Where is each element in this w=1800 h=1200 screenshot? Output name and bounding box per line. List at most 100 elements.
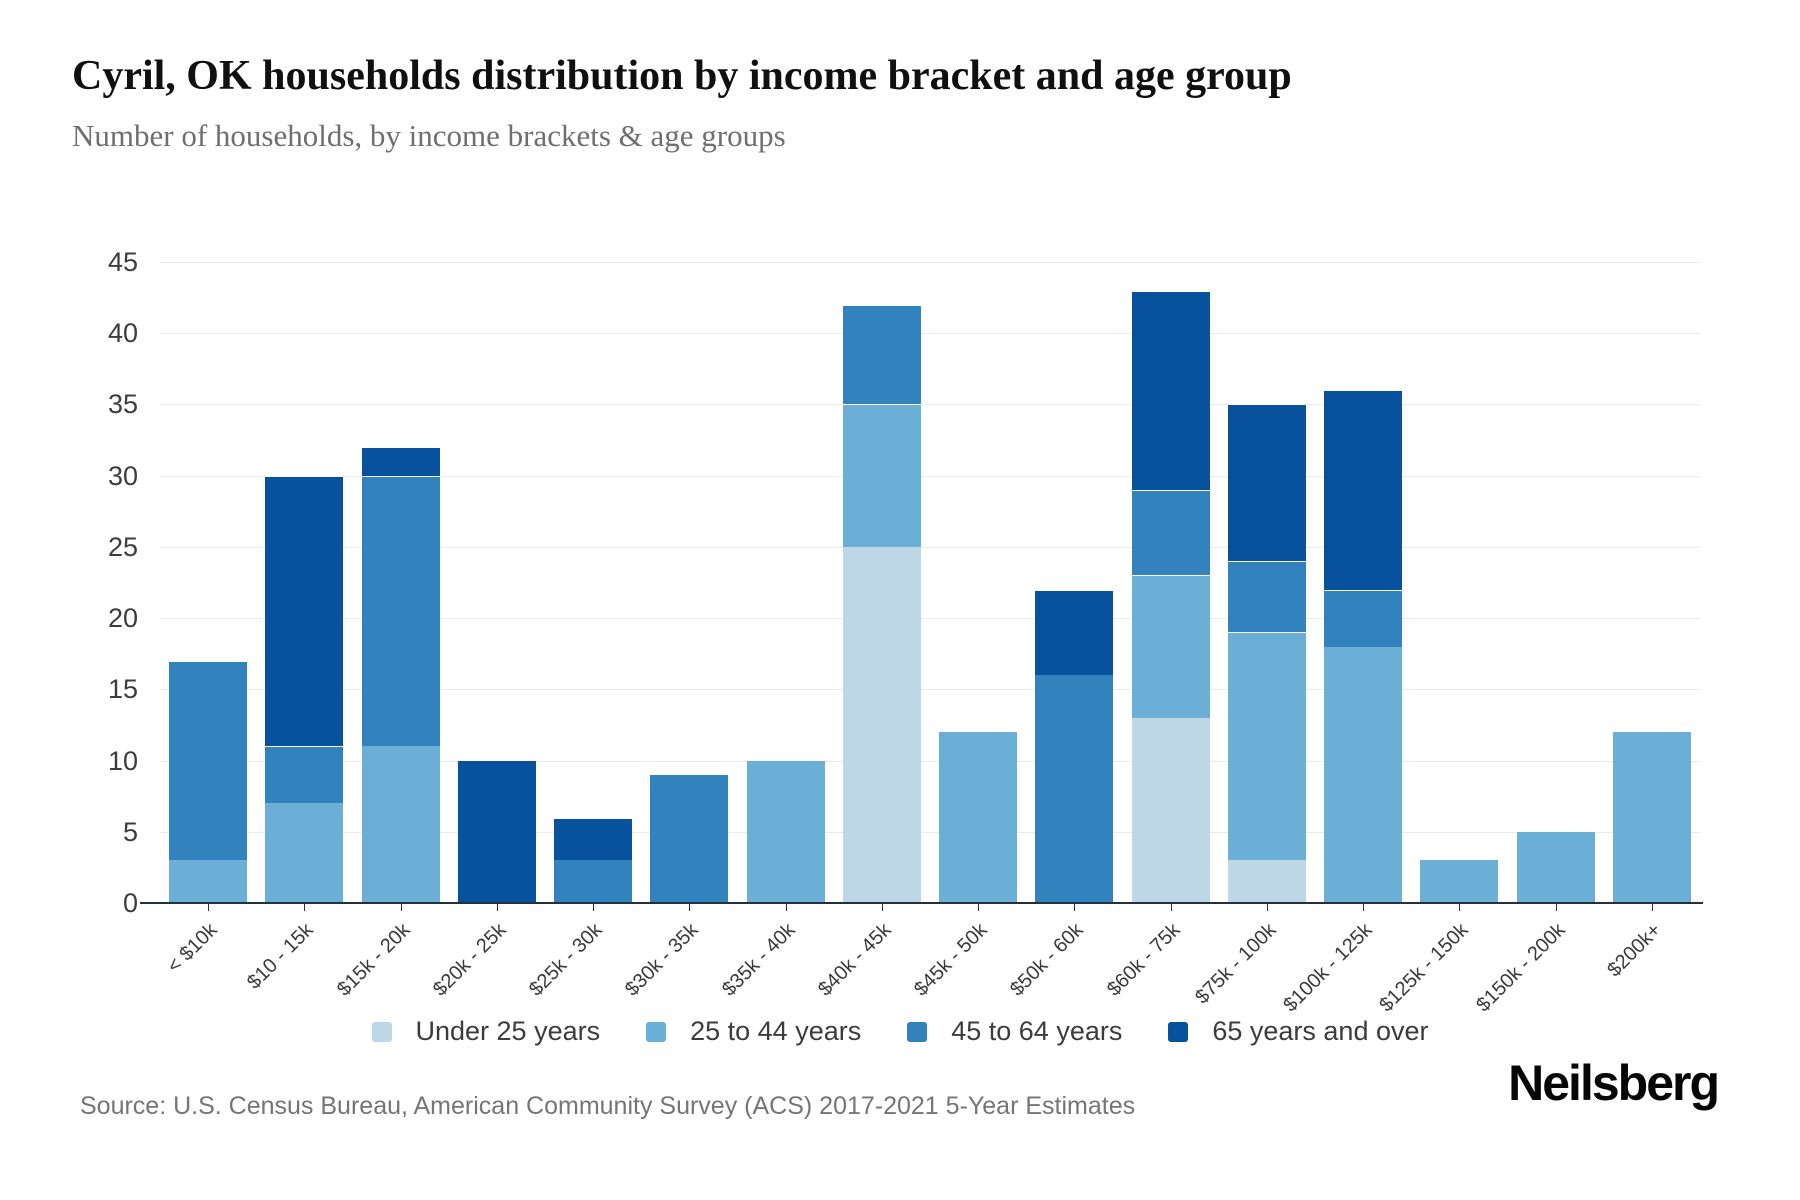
x-axis-label: $20k - 25k xyxy=(428,919,511,1001)
bar-9[interactable] xyxy=(939,262,1018,903)
bar-segment-45-to-64-years[interactable] xyxy=(1324,589,1403,647)
y-axis-label: 15 xyxy=(107,674,138,705)
y-axis-label: 25 xyxy=(107,531,138,562)
legend-label: 45 to 64 years xyxy=(951,1016,1123,1046)
bar-segment-25-to-44-years[interactable] xyxy=(746,760,825,903)
y-axis-label: 10 xyxy=(107,745,138,776)
y-axis-label: 45 xyxy=(107,247,138,277)
y-axis-label: 0 xyxy=(122,888,138,918)
x-axis-label: $30k - 35k xyxy=(621,919,703,1001)
bar-10[interactable] xyxy=(1035,262,1114,903)
bar-segment-65-years-and-over[interactable] xyxy=(554,817,633,861)
x-axis-label: $50k - 60k xyxy=(1006,919,1088,1001)
bar-segment-25-to-44-years[interactable] xyxy=(265,803,344,903)
bar-15[interactable] xyxy=(1516,262,1595,903)
bar-6[interactable] xyxy=(650,262,729,903)
x-axis-tick xyxy=(1074,904,1076,911)
x-axis-tick xyxy=(881,904,883,911)
bar-segment-25-to-44-years[interactable] xyxy=(842,404,921,547)
x-axis-tick xyxy=(400,904,402,911)
x-axis-label: $10 - 15k xyxy=(243,919,318,994)
bar-segment-25-to-44-years[interactable] xyxy=(1612,732,1691,903)
legend-label: Under 25 years xyxy=(415,1016,601,1046)
x-axis-tick xyxy=(689,904,691,911)
bar-segment-under-25-years[interactable] xyxy=(1131,717,1210,903)
page-subtitle: Number of households, by income brackets… xyxy=(72,118,786,153)
x-axis-label: $25k - 30k xyxy=(525,919,607,1001)
x-axis-tick xyxy=(304,904,306,911)
bar-segment-25-to-44-years[interactable] xyxy=(361,746,440,903)
gridline xyxy=(160,618,1700,620)
x-axis-tick xyxy=(1170,904,1172,911)
bar-segment-under-25-years[interactable] xyxy=(842,546,921,903)
bar-segment-25-to-44-years[interactable] xyxy=(1227,632,1306,861)
x-axis-label: $75k - 100k xyxy=(1190,919,1281,1009)
bar-segment-45-to-64-years[interactable] xyxy=(1035,675,1114,903)
bar-segment-45-to-64-years[interactable] xyxy=(169,660,248,861)
bar-segment-65-years-and-over[interactable] xyxy=(265,475,344,747)
bar-segment-45-to-64-years[interactable] xyxy=(650,774,729,903)
bar-segment-65-years-and-over[interactable] xyxy=(1324,390,1403,590)
legend-swatch-icon xyxy=(907,1021,928,1042)
x-axis-label: $35k - 40k xyxy=(717,919,800,1001)
legend-label: 65 years and over xyxy=(1212,1016,1429,1046)
bar-14[interactable] xyxy=(1420,262,1499,903)
x-axis-tick xyxy=(1363,904,1365,911)
bar-2[interactable] xyxy=(265,262,344,903)
gridline xyxy=(160,760,1700,762)
bar-segment-65-years-and-over[interactable] xyxy=(1227,404,1306,562)
bar-segment-45-to-64-years[interactable] xyxy=(265,746,344,804)
bar-segment-25-to-44-years[interactable] xyxy=(1516,831,1595,903)
page-title: Cyril, OK households distribution by inc… xyxy=(72,53,1292,99)
bar-segment-65-years-and-over[interactable] xyxy=(1035,589,1114,676)
bar-segment-45-to-64-years[interactable] xyxy=(842,304,921,405)
bar-segment-25-to-44-years[interactable] xyxy=(1420,860,1499,903)
bar-4[interactable] xyxy=(457,262,536,903)
bar-segment-45-to-64-years[interactable] xyxy=(554,860,633,903)
bar-segment-25-to-44-years[interactable] xyxy=(1131,575,1210,718)
bar-segment-45-to-64-years[interactable] xyxy=(1227,561,1306,633)
x-axis-line xyxy=(140,902,1703,904)
x-axis-label: $40k - 45k xyxy=(813,919,896,1001)
bar-5[interactable] xyxy=(554,262,633,903)
bar-7[interactable] xyxy=(746,262,825,903)
gridline xyxy=(160,475,1700,477)
bar-segment-65-years-and-over[interactable] xyxy=(1131,290,1210,490)
bar-1[interactable] xyxy=(169,262,248,903)
bar-segment-45-to-64-years[interactable] xyxy=(1131,489,1210,576)
gridline xyxy=(160,689,1700,691)
bar-8[interactable] xyxy=(842,262,921,903)
y-axis-label: 20 xyxy=(107,603,138,634)
legend-item-25-to-44-years[interactable]: 25 to 44 years xyxy=(646,1016,861,1047)
bar-segment-65-years-and-over[interactable] xyxy=(361,447,440,476)
bar-segment-45-to-64-years[interactable] xyxy=(361,475,440,747)
legend-item-45-to-64-years[interactable]: 45 to 64 years xyxy=(907,1016,1122,1047)
y-axis-label: 35 xyxy=(107,389,138,420)
x-axis-tick xyxy=(1266,904,1268,911)
x-axis-tick xyxy=(1555,904,1557,911)
x-axis-tick xyxy=(1459,904,1461,911)
x-axis-tick xyxy=(593,904,595,911)
legend-label: 25 to 44 years xyxy=(690,1016,862,1046)
bar-12[interactable] xyxy=(1227,262,1306,903)
bar-segment-under-25-years[interactable] xyxy=(1227,860,1306,903)
x-axis-label: $45k - 50k xyxy=(910,919,992,1001)
bar-11[interactable] xyxy=(1131,262,1210,903)
x-axis-tick xyxy=(208,904,210,911)
bar-segment-25-to-44-years[interactable] xyxy=(1324,646,1403,903)
x-axis-label: $60k - 75k xyxy=(1102,919,1185,1001)
bar-13[interactable] xyxy=(1324,262,1403,903)
bar-segment-25-to-44-years[interactable] xyxy=(169,860,248,903)
x-axis-tick xyxy=(1651,904,1653,911)
legend-item-under-25-years[interactable]: Under 25 years xyxy=(371,1016,601,1047)
legend-item-65-years-and-over[interactable]: 65 years and over xyxy=(1168,1016,1429,1047)
gridline xyxy=(160,333,1700,335)
bar-segment-25-to-44-years[interactable] xyxy=(939,732,1018,903)
x-axis-label: $125k - 150k xyxy=(1375,919,1473,1017)
x-axis-tick xyxy=(496,904,498,911)
bar-3[interactable] xyxy=(361,262,440,903)
x-axis-label: $100k - 125k xyxy=(1279,919,1377,1017)
gridline xyxy=(160,404,1700,406)
bar-16[interactable] xyxy=(1612,262,1691,903)
bar-segment-65-years-and-over[interactable] xyxy=(457,760,536,903)
